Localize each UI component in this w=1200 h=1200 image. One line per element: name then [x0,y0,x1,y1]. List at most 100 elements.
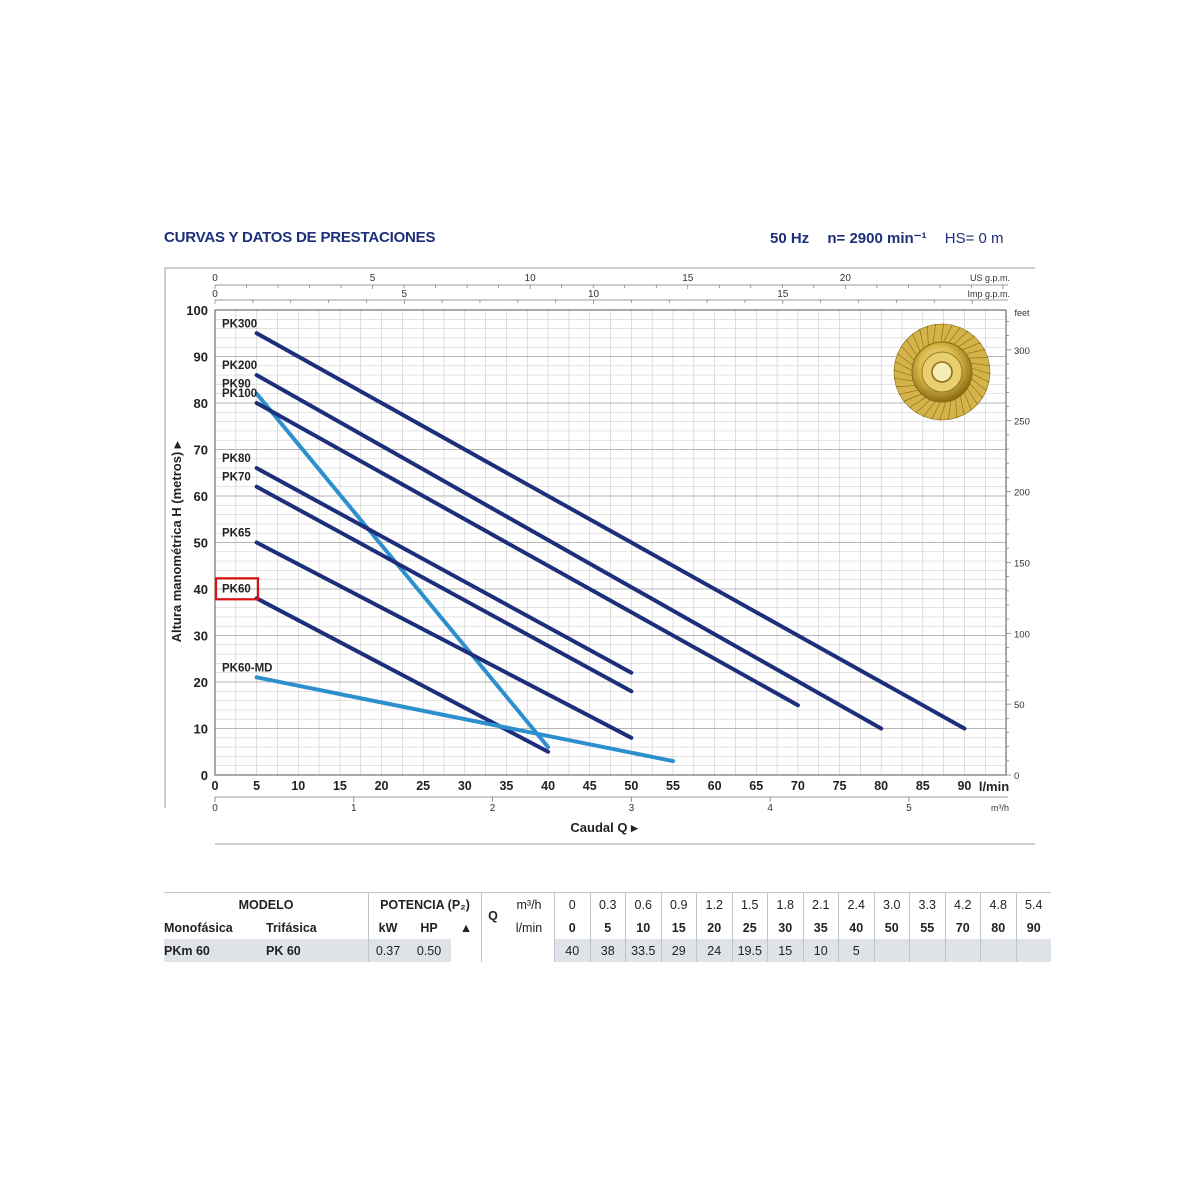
series-label-pk80: PK80 [222,453,251,465]
y-tick-label: 40 [194,582,208,597]
y-tick-label: 60 [194,489,208,504]
lmin-value: 5 [589,916,626,939]
series-line-pk90 [254,391,551,750]
head-value: 33.5 [625,939,661,962]
m3h-tick-label: 2 [490,803,496,814]
usgpm-tick-label: 15 [682,273,694,284]
m3h-value: 2.1 [802,892,839,916]
head-value: 38 [589,939,626,962]
m3h-value: 0.9 [660,892,697,916]
m3h-tick-label: 4 [767,803,773,814]
x-tick-label: 65 [749,779,763,793]
head-value [980,939,1016,962]
series-label-pk60-md: PK60-MD [222,662,272,674]
m3h-value: 3.0 [873,892,910,916]
page-title: CURVAS Y DATOS DE PRESTACIONES [164,229,436,246]
usgpm-unit-label: US g.p.m. [970,273,1010,283]
lmin-value: 10 [625,916,661,939]
head-value: 29 [660,939,697,962]
x-tick-label: 5 [253,779,260,793]
series-line-pk300 [254,331,967,731]
lmin-value: 35 [802,916,839,939]
chart-series [254,331,967,764]
modelo-header: MODELO [164,892,369,916]
series-label-pk90: PK90 [222,379,251,391]
usgpm-tick-label: 5 [370,273,376,284]
feet-unit-label: feet [1014,308,1030,318]
m3h-value: 4.8 [980,892,1016,916]
lmin-value: 40 [838,916,874,939]
plot-border [214,309,1007,776]
y-tick-label: 80 [194,396,208,411]
head-value: 40 [554,939,590,962]
usgpm-tick-label: 20 [840,273,852,284]
feet-tick-label: 150 [1014,558,1030,569]
m3h-value: 1.5 [731,892,768,916]
chart-grid [214,309,1007,776]
x-tick-label: 75 [833,779,847,793]
feet-tick-label: 250 [1014,417,1030,428]
series-line-pk70 [254,484,634,694]
m3h-tick-label: 1 [351,803,357,814]
y-tick-label: 20 [194,675,208,690]
tri-model: PK 60 [266,939,369,962]
m3h-value: 1.8 [767,892,803,916]
x-tick-label: 90 [957,779,971,793]
impgpm-tick-label: 10 [588,289,600,300]
x-tick-label: 45 [583,779,597,793]
m3h-unit-label: m³/h [991,803,1009,813]
x-tick-label: 20 [375,779,389,793]
lmin-value: 25 [731,916,768,939]
lmin-unit: l/min [515,920,543,935]
x-tick-label: 0 [212,779,219,793]
impgpm-tick-label: 0 [212,289,218,300]
performance-table: MODELO POTENCIA (P₂) Q m³/h 0 0.3 0.6 0.9 1.… [164,892,1051,962]
impgpm-unit-label: Imp g.p.m. [967,289,1010,299]
series-line-pk100 [254,401,800,708]
lmin-value: 50 [873,916,910,939]
head-value: 5 [838,939,874,962]
kw-header: kW [368,916,407,939]
lmin-value: 30 [767,916,803,939]
x-tick-label: 10 [291,779,305,793]
impgpm-tick-label: 5 [401,289,407,300]
y-tick-label: 10 [194,722,208,737]
frequency-label: 50 Hz [770,230,810,247]
feet-tick-label: 50 [1014,700,1025,711]
feet-tick-label: 0 [1014,771,1019,782]
series-label-pk100: PK100 [222,388,257,400]
x-unit-label: l/min [979,779,1009,794]
x-tick-label: 30 [458,779,472,793]
m3h-value: 1.2 [696,892,732,916]
m3h-tick-label: 5 [906,803,912,814]
operating-conditions: 50 Hz n= 2900 min⁻¹ HS= 0 m [770,229,1004,247]
m3h-unit: m³/h [504,892,555,916]
y-tick-label: 30 [194,629,208,644]
lmin-value: 90 [1015,916,1051,939]
x-tick-label: 85 [916,779,930,793]
head-value: 15 [767,939,803,962]
m3h-value: 4.2 [944,892,981,916]
x-tick-label: 35 [499,779,513,793]
series-label-pk65: PK65 [222,528,251,540]
lmin-value: 55 [909,916,945,939]
potencia-header: POTENCIA (P₂) [368,892,482,916]
tri-header: Trifásica [266,920,317,935]
q-header: Q [481,892,504,939]
usgpm-tick-label: 10 [525,273,537,284]
m3h-value: 2.4 [838,892,874,916]
series-label-pk200: PK200 [222,360,257,372]
m3h-tick-label: 0 [212,803,218,814]
x-tick-label: 50 [624,779,638,793]
m3h-tick-label: 3 [629,803,635,814]
triangle-icon: ▲ [459,920,473,935]
head-value [909,939,945,962]
x-tick-label: 40 [541,779,555,793]
y-tick-label: 0 [201,768,208,783]
speed-label: n= 2900 min⁻¹ [827,230,927,247]
y-axis-title: Altura manométrica H (metros) ▸ [169,440,184,642]
mono-model: PKm 60 [164,939,266,962]
